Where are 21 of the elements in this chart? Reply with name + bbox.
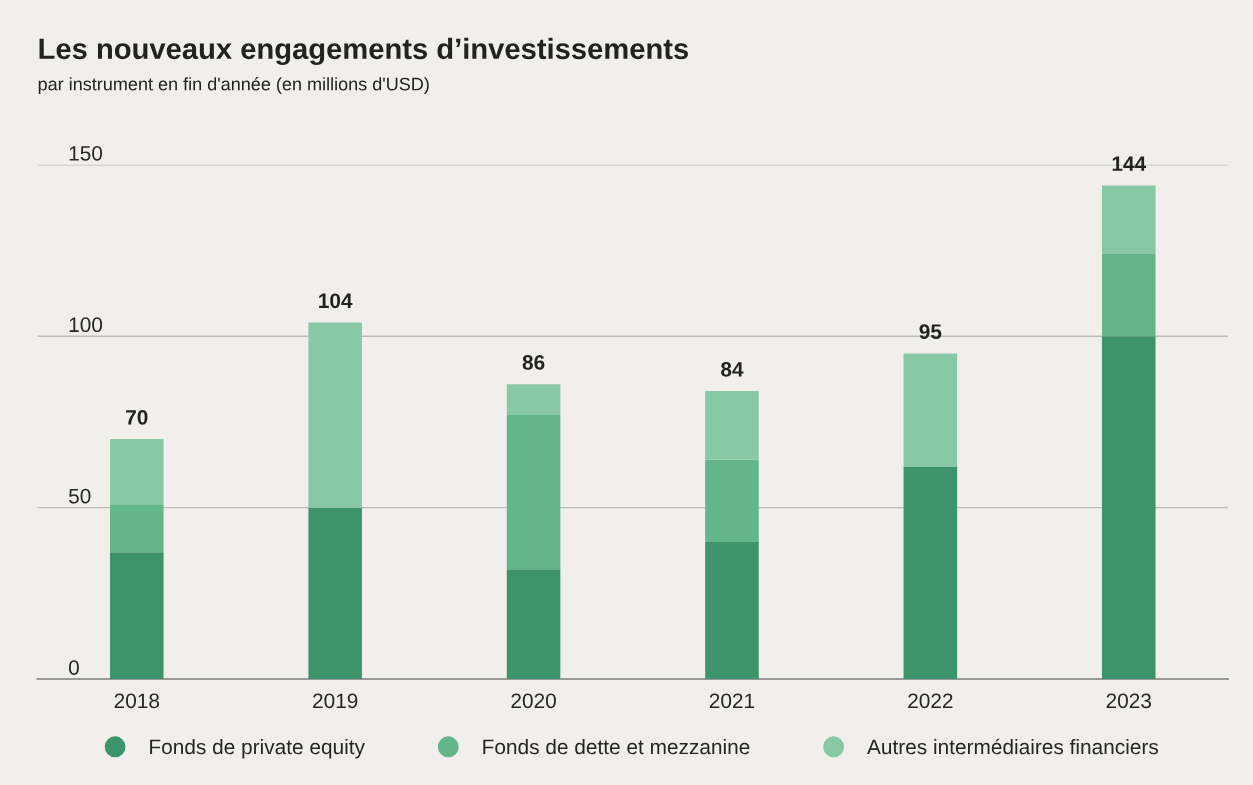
y-tick-label: 50 (68, 488, 91, 504)
x-tick-label: 2021 (709, 693, 755, 709)
x-tick-label: 2023 (1106, 693, 1151, 709)
y-tick-label: 0 (68, 660, 79, 675)
total-label: 86 (522, 355, 545, 370)
x-tick-label: 2019 (313, 693, 358, 709)
x-tick-label: 2022 (908, 693, 953, 709)
x-tick-label: 2018 (114, 693, 160, 709)
total-label: 84 (721, 361, 744, 377)
y-tick-label: 150 (69, 145, 103, 161)
y-tick-label: 100 (69, 317, 103, 333)
chart-subtitle: par instrument en fin d'année (en millions d'USD) (38, 76, 429, 95)
legend-label: Autres intermédiaires financiers (867, 738, 1159, 755)
chart-title: Les nouveaux engagements d’investissements (39, 37, 689, 66)
total-label: 95 (919, 324, 942, 339)
total-label: 104 (319, 293, 353, 309)
legend-label: Fonds de private equity (150, 738, 365, 759)
legend-label: Fonds de dette et mezzanine (483, 738, 750, 755)
x-tick-label: 2020 (511, 693, 556, 709)
total-label: 144 (1112, 156, 1147, 171)
total-label: 70 (126, 409, 148, 425)
